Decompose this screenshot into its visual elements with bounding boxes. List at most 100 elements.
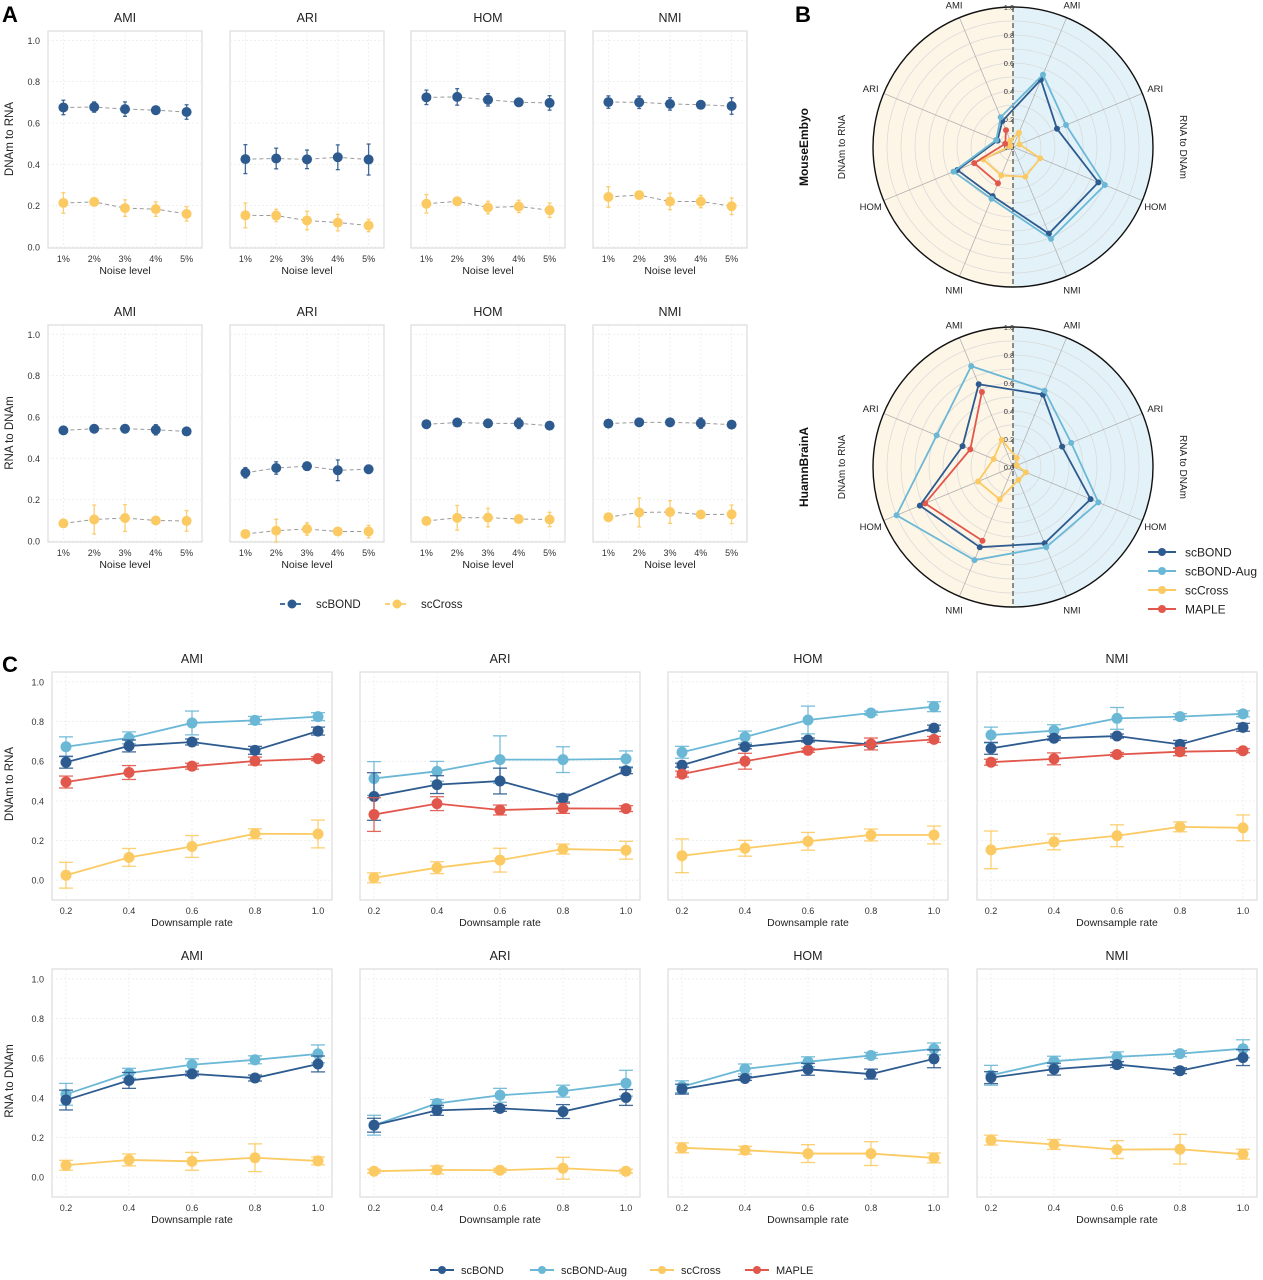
radar-axis-label: AMI — [1063, 321, 1080, 332]
radar-point — [998, 172, 1005, 179]
radial-tick-label: 0.2 — [1004, 435, 1014, 444]
x-tick-label: 0.4 — [1048, 1203, 1061, 1213]
legend-item-sccross: scCross — [650, 1265, 721, 1277]
radar-series-maple — [922, 388, 986, 544]
data-point — [513, 97, 524, 108]
data-point — [421, 198, 432, 209]
radar-point — [1043, 544, 1050, 551]
radar-mouseembyo: 0.00.20.40.60.81.0AMIARIHOMNMIAMIARIHOMN… — [797, 1, 1188, 297]
x-tick-label: 0.6 — [802, 906, 815, 916]
series-sccross — [58, 191, 192, 222]
subplot-title: AMI — [114, 305, 136, 319]
data-point — [726, 101, 737, 112]
radar-point — [1101, 182, 1108, 189]
data-point — [695, 509, 706, 520]
data-point — [634, 190, 645, 201]
x-tick-label: 5% — [362, 254, 375, 264]
data-point — [603, 191, 614, 202]
legend-swatch-marker — [287, 599, 297, 609]
y-tick-label: 0.8 — [27, 371, 40, 381]
data-point — [60, 869, 72, 881]
y-tick-label: 1.0 — [31, 677, 44, 687]
data-point — [421, 419, 432, 430]
series-scbond — [59, 725, 325, 769]
data-point — [60, 776, 72, 788]
data-point — [368, 791, 380, 803]
subplot-nmi: 1% 2% 3% 4% 5% NMI Noise level — [592, 305, 748, 571]
data-point — [1174, 711, 1186, 723]
data-point — [739, 842, 751, 854]
data-point — [312, 725, 324, 737]
legend-item-sccross: scCross — [1148, 584, 1228, 598]
data-point — [181, 426, 192, 437]
x-axis-label: Noise level — [462, 559, 513, 571]
subplot-title: AMI — [181, 949, 203, 963]
subplot-ami: 0.0 0.2 0.4 0.6 0.8 1.0 1% 2% 3% 4% 5% AMI Noise lev… — [27, 11, 203, 277]
subplot-ari: 0.2 0.4 0.6 0.8 1.0 ARI Downsample rate — [359, 652, 641, 929]
x-tick-label: 1% — [57, 548, 70, 558]
x-tick-label: 3% — [300, 254, 313, 264]
data-point — [620, 1165, 632, 1177]
data-point — [249, 828, 261, 840]
x-tick-label: 0.8 — [865, 906, 878, 916]
y-tick-label: 0.2 — [31, 836, 44, 846]
legend-label: scBOND-Aug — [561, 1265, 627, 1277]
data-point — [513, 418, 524, 429]
data-point — [302, 523, 312, 534]
x-tick-label: 0.4 — [1048, 906, 1061, 916]
x-tick-label: 2% — [88, 254, 101, 264]
radar-side-label-right: RNA to DNAm — [1177, 115, 1188, 179]
data-point — [186, 1068, 198, 1080]
legend-swatch-marker — [753, 1266, 761, 1274]
data-point — [494, 1164, 506, 1176]
data-point — [89, 102, 100, 113]
series-scbond — [58, 423, 192, 437]
y-tick-label: 0.6 — [27, 118, 40, 128]
data-point — [431, 862, 443, 874]
data-point — [150, 105, 161, 116]
radar-point — [975, 381, 982, 388]
x-tick-label: 1% — [57, 254, 70, 264]
series-sccross — [421, 504, 555, 531]
data-point — [865, 1049, 877, 1061]
data-point — [249, 1072, 261, 1084]
legend-item-scbond: scBOND — [430, 1265, 504, 1277]
data-point — [985, 756, 997, 768]
data-point — [1111, 830, 1123, 842]
radar-point — [893, 512, 900, 519]
radar-point — [990, 455, 997, 462]
x-tick-label: 0.2 — [985, 906, 998, 916]
subplot-title: ARI — [490, 949, 511, 963]
data-point — [928, 722, 940, 734]
radar-point — [1040, 71, 1047, 78]
data-point — [240, 154, 251, 165]
radar-point — [967, 446, 974, 453]
series-maple — [367, 796, 633, 833]
data-point — [89, 514, 100, 525]
data-point — [123, 767, 135, 779]
data-point — [603, 418, 614, 429]
data-point — [928, 1053, 940, 1065]
data-point — [494, 775, 506, 787]
x-tick-label: 2% — [270, 548, 283, 558]
y-tick-label: 0.4 — [31, 1093, 44, 1103]
radar-point — [978, 388, 985, 395]
data-point — [557, 792, 569, 804]
subplot-ari: 1% 2% 3% 4% 5% ARI Noise level — [229, 305, 385, 571]
y-tick-label: 0.2 — [27, 201, 40, 211]
radar-point — [1002, 140, 1009, 147]
legend-label: scCross — [421, 599, 463, 611]
data-point — [58, 425, 69, 436]
radar-point — [971, 160, 978, 167]
series-sccross — [240, 202, 374, 233]
series-sccross — [367, 1156, 633, 1180]
x-tick-label: 3% — [481, 548, 494, 558]
data-point — [494, 804, 506, 816]
radar-spoke — [959, 466, 1014, 597]
data-point — [620, 753, 632, 765]
radar-point — [1013, 454, 1020, 461]
legend-swatch-marker — [1158, 548, 1166, 556]
data-point — [1111, 730, 1123, 742]
y-tick-label: 0.6 — [27, 412, 40, 422]
